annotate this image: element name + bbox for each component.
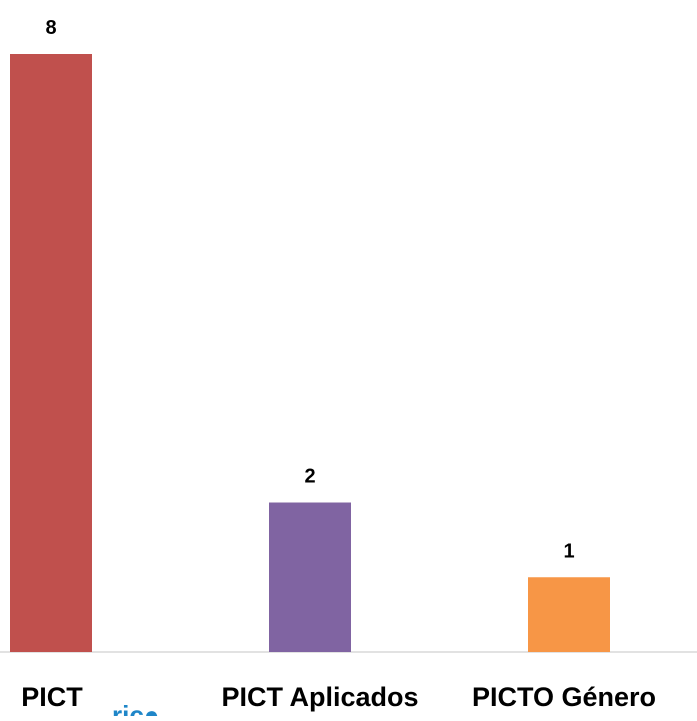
data-label-2: 2 [304, 466, 315, 488]
bar-2 [269, 502, 351, 652]
x-tick-label-1: PICT [21, 682, 83, 712]
data-labels-layer: 8 2 1 [45, 17, 574, 562]
x-tick-label-3: PICTO Género [472, 682, 656, 712]
partial-logo-text: rjc● [112, 702, 160, 716]
data-label-1: 8 [45, 17, 56, 39]
bars-layer [10, 54, 610, 652]
x-tick-label-2: PICT Aplicados [221, 682, 418, 712]
partial-logo: rjc● [112, 702, 202, 716]
x-tick-labels-layer: PICT PICT Aplicados PICTO Género [21, 682, 656, 712]
bar-3 [528, 577, 610, 652]
bar-1 [10, 54, 92, 652]
data-label-3: 1 [563, 540, 574, 562]
